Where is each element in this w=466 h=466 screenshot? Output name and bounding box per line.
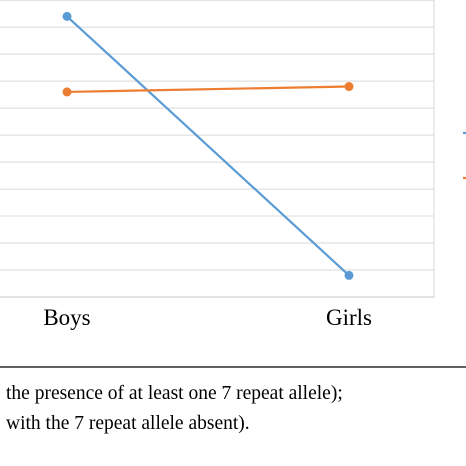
x-tick-label: Girls	[326, 305, 372, 330]
caption-line-2: with the 7 repeat allele absent).	[6, 413, 250, 434]
data-point	[344, 270, 354, 280]
series-line	[66, 85, 350, 94]
series-layer	[62, 11, 354, 280]
data-point	[62, 11, 72, 21]
x-axis-tick-labels: Boys Girls	[43, 305, 372, 330]
x-tick-label: Boys	[43, 305, 90, 330]
series-2	[62, 82, 354, 97]
series-1	[62, 11, 354, 280]
legend	[463, 131, 466, 180]
gridlines	[0, 0, 434, 298]
caption-line-1: the presence of at least one 7 repeat al…	[6, 383, 343, 404]
series-line	[66, 15, 350, 277]
data-point	[62, 87, 72, 97]
data-point	[344, 82, 354, 92]
